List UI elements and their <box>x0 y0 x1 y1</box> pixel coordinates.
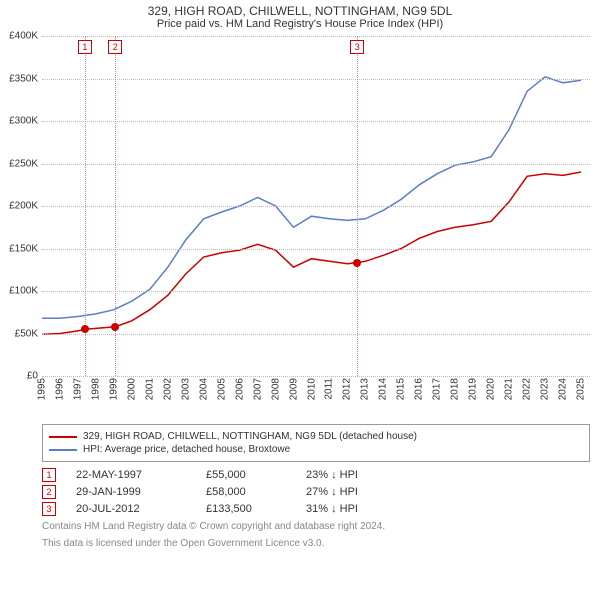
x-tick-label: 1997 <box>72 378 83 400</box>
sale-index-box: 3 <box>42 502 56 516</box>
x-tick-label: 2015 <box>396 378 407 400</box>
x-tick-label: 2002 <box>162 378 173 400</box>
x-tick-label: 2004 <box>198 378 209 400</box>
x-tick-label: 1996 <box>54 378 65 400</box>
y-tick-label: £400K <box>9 31 38 42</box>
sale-price: £133,500 <box>206 503 286 515</box>
y-tick-label: £300K <box>9 116 38 127</box>
x-tick-label: 2022 <box>522 378 533 400</box>
x-tick-label: 1998 <box>90 378 101 400</box>
line-series <box>42 172 581 334</box>
x-tick-label: 2019 <box>468 378 479 400</box>
x-tick-label: 2016 <box>414 378 425 400</box>
legend-row: HPI: Average price, detached house, Brox… <box>49 444 583 455</box>
gridline-h <box>42 79 590 80</box>
legend-swatch <box>49 436 77 438</box>
sale-index-box: 2 <box>42 485 56 499</box>
x-tick-label: 2008 <box>270 378 281 400</box>
legend-label: HPI: Average price, detached house, Brox… <box>83 444 290 455</box>
y-tick-label: £200K <box>9 201 38 212</box>
y-tick-label: £100K <box>9 286 38 297</box>
sale-delta: 27% ↓ HPI <box>306 486 358 498</box>
sale-index-box: 1 <box>42 468 56 482</box>
sale-marker-box: 1 <box>78 40 92 54</box>
x-tick-label: 2001 <box>144 378 155 400</box>
x-tick-label: 2017 <box>432 378 443 400</box>
sale-marker-box: 3 <box>350 40 364 54</box>
plot-area: 1 2 3 <box>42 36 590 376</box>
sale-delta: 31% ↓ HPI <box>306 503 358 515</box>
sale-price: £58,000 <box>206 486 286 498</box>
x-tick-label: 2021 <box>504 378 515 400</box>
gridline-h <box>42 121 590 122</box>
x-tick-label: 2003 <box>180 378 191 400</box>
sale-dot <box>353 259 361 267</box>
y-tick-label: £50K <box>15 328 38 339</box>
x-tick-label: 2025 <box>576 378 587 400</box>
x-tick-label: 2014 <box>378 378 389 400</box>
legend-swatch <box>49 449 77 451</box>
gridline-h <box>42 334 590 335</box>
sale-vline <box>357 36 358 376</box>
legend-box: 329, HIGH ROAD, CHILWELL, NOTTINGHAM, NG… <box>42 424 590 462</box>
x-tick-label: 2006 <box>234 378 245 400</box>
y-tick-label: £250K <box>9 158 38 169</box>
x-tick-label: 2011 <box>324 378 335 400</box>
x-tick-label: 2007 <box>252 378 263 400</box>
sales-table: 1 22-MAY-1997 £55,000 23% ↓ HPI 2 29-JAN-1999… <box>42 468 590 516</box>
x-tick-label: 2010 <box>306 378 317 400</box>
gridline-h <box>42 36 590 37</box>
sale-date: 29-JAN-1999 <box>76 486 186 498</box>
sale-row: 2 29-JAN-1999 £58,000 27% ↓ HPI <box>42 485 590 499</box>
sale-row: 3 20-JUL-2012 £133,500 31% ↓ HPI <box>42 502 590 516</box>
gridline-h <box>42 164 590 165</box>
x-tick-label: 1995 <box>37 378 48 400</box>
footnote-line-2: This data is licensed under the Open Gov… <box>42 537 590 550</box>
x-tick-label: 2018 <box>450 378 461 400</box>
x-axis: 1995199619971998199920002001200220032004… <box>42 376 590 420</box>
legend-label: 329, HIGH ROAD, CHILWELL, NOTTINGHAM, NG… <box>83 431 417 442</box>
x-tick-label: 2009 <box>288 378 299 400</box>
line-series <box>42 77 581 318</box>
x-tick-label: 2020 <box>486 378 497 400</box>
sale-row: 1 22-MAY-1997 £55,000 23% ↓ HPI <box>42 468 590 482</box>
y-tick-label: £350K <box>9 73 38 84</box>
sale-date: 22-MAY-1997 <box>76 469 186 481</box>
gridline-h <box>42 291 590 292</box>
x-tick-label: 2012 <box>342 378 353 400</box>
x-tick-label: 2000 <box>126 378 137 400</box>
y-tick-label: £150K <box>9 243 38 254</box>
sale-dot <box>81 325 89 333</box>
x-tick-label: 2024 <box>558 378 569 400</box>
legend-row: 329, HIGH ROAD, CHILWELL, NOTTINGHAM, NG… <box>49 431 583 442</box>
x-tick-label: 2005 <box>216 378 227 400</box>
sale-marker-box: 2 <box>108 40 122 54</box>
sale-date: 20-JUL-2012 <box>76 503 186 515</box>
gridline-h <box>42 206 590 207</box>
chart-subtitle: Price paid vs. HM Land Registry's House … <box>0 18 600 36</box>
footnote-line-1: Contains HM Land Registry data © Crown c… <box>42 520 590 533</box>
y-axis: £0£50K£100K£150K£200K£250K£300K£350K£400… <box>0 36 42 376</box>
x-tick-label: 2023 <box>540 378 551 400</box>
sale-delta: 23% ↓ HPI <box>306 469 358 481</box>
x-tick-label: 1999 <box>108 378 119 400</box>
sale-price: £55,000 <box>206 469 286 481</box>
chart-area: £0£50K£100K£150K£200K£250K£300K£350K£400… <box>42 36 590 376</box>
gridline-h <box>42 249 590 250</box>
x-tick-label: 2013 <box>360 378 371 400</box>
chart-title: 329, HIGH ROAD, CHILWELL, NOTTINGHAM, NG… <box>0 0 600 18</box>
sale-dot <box>111 323 119 331</box>
